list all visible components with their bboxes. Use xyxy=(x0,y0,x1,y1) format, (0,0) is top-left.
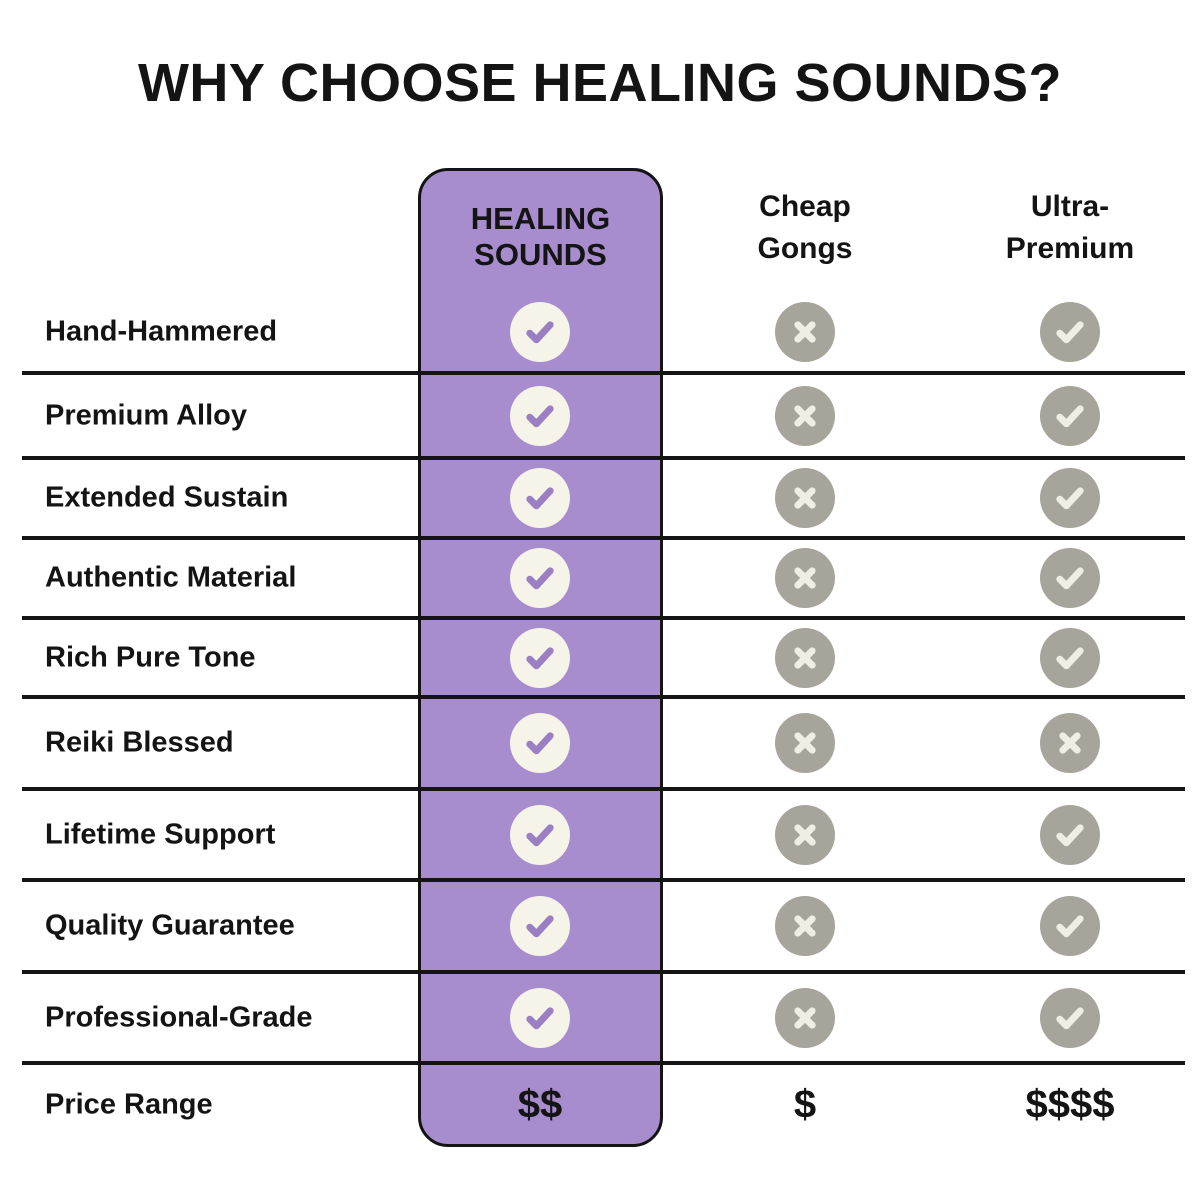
cross-icon xyxy=(775,896,835,956)
cell-healing-sounds xyxy=(510,804,570,865)
cell-cheap-gongs xyxy=(775,713,835,773)
cell-ultra-premium xyxy=(1040,713,1100,773)
cell-cheap-gongs xyxy=(775,468,835,528)
cell-healing-sounds xyxy=(510,713,570,773)
cell-cheap-gongs xyxy=(775,987,835,1048)
price-range-row: Price Range $$ $ $$$$ xyxy=(0,1063,1200,1147)
row-divider xyxy=(22,536,1185,540)
comparison-rows: Hand-Hammered Premium Alloy Extended Sus… xyxy=(0,290,1200,1147)
cell-ultra-premium xyxy=(1040,385,1100,446)
check-icon xyxy=(1040,548,1100,608)
feature-label: Extended Sustain xyxy=(45,481,289,514)
cross-icon xyxy=(775,301,835,362)
row-divider xyxy=(22,1061,1185,1065)
cell-healing-sounds xyxy=(510,468,570,528)
cell-ultra-premium xyxy=(1040,301,1100,362)
check-icon xyxy=(1040,896,1100,956)
cross-icon xyxy=(775,804,835,865)
price-healing-sounds: $$ xyxy=(517,1082,563,1127)
cross-icon xyxy=(775,468,835,528)
row-divider xyxy=(22,695,1185,699)
cell-healing-sounds xyxy=(510,548,570,608)
check-icon xyxy=(510,301,570,362)
table-row: Rich Pure Tone xyxy=(0,618,1200,699)
check-icon xyxy=(510,987,570,1048)
row-divider xyxy=(22,787,1185,791)
cell-cheap-gongs xyxy=(775,385,835,446)
feature-label: Premium Alloy xyxy=(45,399,247,431)
cell-ultra-premium xyxy=(1040,548,1100,608)
cell-healing-sounds xyxy=(510,385,570,446)
cell-healing-sounds xyxy=(510,301,570,362)
check-icon xyxy=(510,713,570,773)
row-divider xyxy=(22,371,1185,375)
table-row: Reiki Blessed xyxy=(0,697,1200,791)
table-row: Quality Guarantee xyxy=(0,880,1200,974)
cell-cheap-gongs xyxy=(775,548,835,608)
feature-label: Hand-Hammered xyxy=(45,315,278,347)
row-divider xyxy=(22,878,1185,882)
cell-ultra: $$$$ xyxy=(1026,1083,1115,1128)
cross-icon xyxy=(775,713,835,773)
feature-label: Rich Pure Tone xyxy=(45,641,256,673)
price-ultra-premium: $$$$ xyxy=(1025,1082,1115,1127)
cell-ultra-premium xyxy=(1040,468,1100,528)
cell-ultra-premium xyxy=(1040,627,1100,688)
cell-healing-sounds xyxy=(510,627,570,688)
cross-icon xyxy=(775,627,835,688)
column-header-ultra-premium: Ultra- Premium xyxy=(1005,190,1135,265)
table-row: Hand-Hammered xyxy=(0,290,1200,375)
feature-label: Professional-Grade xyxy=(45,1001,313,1033)
cell-cheap: $ xyxy=(794,1083,816,1128)
check-icon xyxy=(1040,627,1100,688)
cell-cheap-gongs xyxy=(775,896,835,956)
cell-healing: $$ xyxy=(518,1083,563,1128)
table-row: Lifetime Support xyxy=(0,789,1200,882)
cell-cheap-gongs xyxy=(775,627,835,688)
check-icon xyxy=(510,896,570,956)
cell-cheap-gongs xyxy=(775,301,835,362)
cross-icon xyxy=(1040,713,1100,773)
check-icon xyxy=(510,385,570,446)
cell-healing-sounds xyxy=(510,896,570,956)
check-icon xyxy=(1040,468,1100,528)
page-title: WHY CHOOSE HEALING SOUNDS? xyxy=(137,53,1063,113)
cross-icon xyxy=(775,548,835,608)
table-row: Premium Alloy xyxy=(0,373,1200,460)
cross-icon xyxy=(775,987,835,1048)
cell-healing-sounds xyxy=(510,987,570,1048)
check-icon xyxy=(510,804,570,865)
row-divider xyxy=(22,456,1185,460)
cross-icon xyxy=(775,385,835,446)
row-divider xyxy=(22,970,1185,974)
table-row: Professional-Grade xyxy=(0,972,1200,1065)
check-icon xyxy=(510,468,570,528)
check-icon xyxy=(1040,987,1100,1048)
check-icon xyxy=(1040,385,1100,446)
table-row: Authentic Material xyxy=(0,538,1200,620)
column-header-healing-sounds: HEALING SOUNDS xyxy=(470,201,611,272)
column-header-cheap-gongs: Cheap Gongs xyxy=(757,190,853,265)
check-icon xyxy=(1040,301,1100,362)
feature-label: Quality Guarantee xyxy=(45,909,295,942)
feature-label: Price Range xyxy=(45,1088,213,1121)
check-icon xyxy=(510,548,570,608)
check-icon xyxy=(1040,804,1100,865)
cell-ultra-premium xyxy=(1040,804,1100,865)
row-divider xyxy=(22,616,1185,620)
feature-label: Authentic Material xyxy=(45,561,297,594)
cell-ultra-premium xyxy=(1040,987,1100,1048)
cell-cheap-gongs xyxy=(775,804,835,865)
price-cheap-gongs: $ xyxy=(793,1082,817,1127)
check-icon xyxy=(510,627,570,688)
feature-label: Lifetime Support xyxy=(45,818,276,850)
feature-label: Reiki Blessed xyxy=(45,726,234,759)
cell-ultra-premium xyxy=(1040,896,1100,956)
table-row: Extended Sustain xyxy=(0,458,1200,540)
